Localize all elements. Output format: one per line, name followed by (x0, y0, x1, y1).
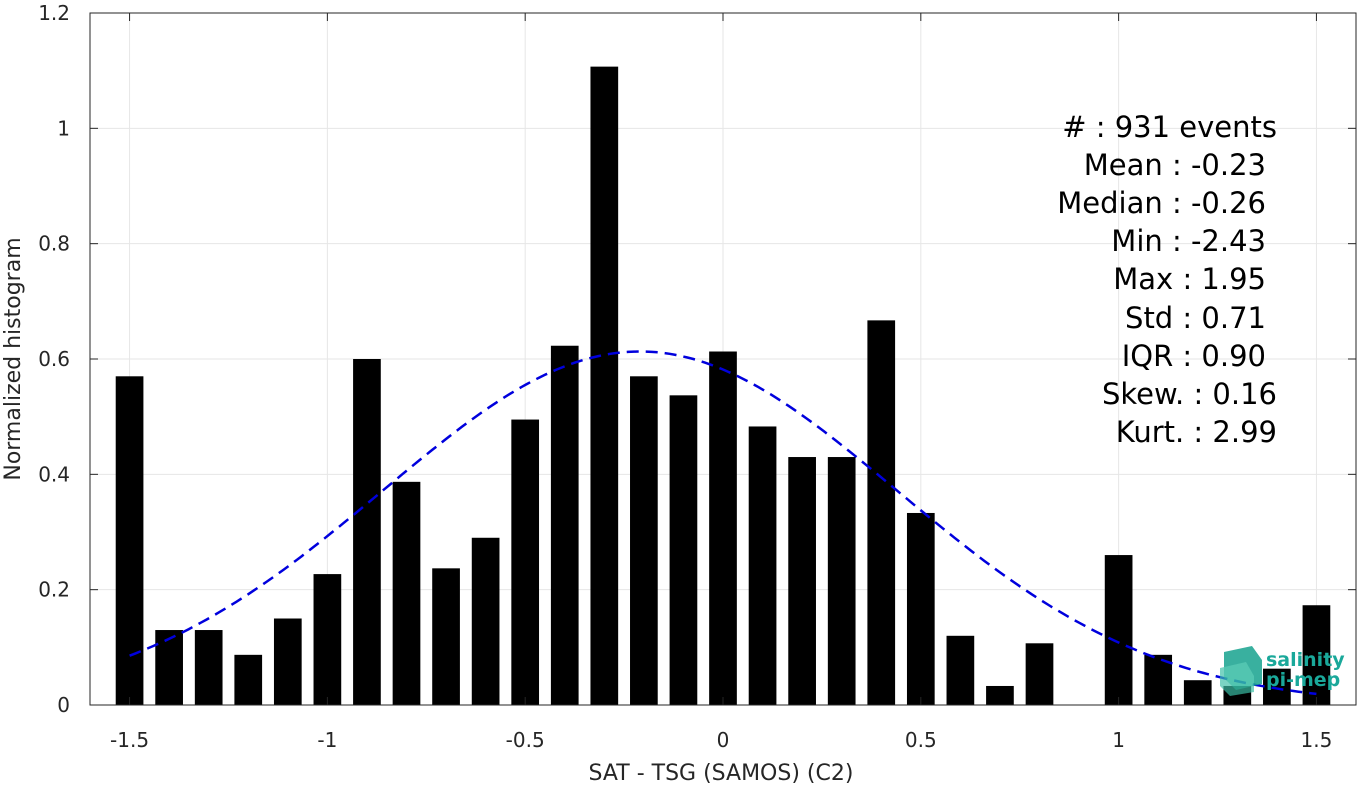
stat-iqr: IQR : 0.90 (1122, 339, 1266, 373)
histogram-bar (353, 359, 381, 705)
y-tick-label: 0.8 (38, 232, 70, 256)
stat-count: # : 931 events (1062, 110, 1277, 144)
logo-icon (1220, 646, 1262, 696)
histogram-bar (709, 351, 737, 705)
y-tick-label: 0.4 (38, 462, 70, 486)
histogram-bar (392, 481, 421, 705)
y-tick-label: 0 (57, 693, 70, 717)
histogram-bar (471, 537, 500, 705)
x-axis-label: SAT - TSG (SAMOS) (C2) (589, 761, 854, 785)
histogram-bar (1025, 643, 1054, 705)
histogram-bar (550, 345, 579, 705)
stat-max: Max : 1.95 (1113, 262, 1266, 296)
x-tick-label: 0 (717, 728, 730, 752)
histogram-bar (669, 395, 698, 705)
stat-skew: Skew. : 0.16 (1102, 377, 1277, 411)
histogram-bar (432, 568, 460, 705)
x-tick-label: -0.5 (506, 728, 545, 752)
histogram-bar (115, 376, 144, 705)
histogram-bar (590, 66, 619, 705)
x-tick-label: 1 (1112, 728, 1125, 752)
histogram-bars (115, 66, 1331, 705)
gaussian-fit-curve (129, 350, 1317, 696)
stat-min: Min : -2.43 (1111, 224, 1266, 258)
histogram-bar (1183, 680, 1212, 705)
histogram-bar (234, 654, 263, 705)
histogram-bar (827, 457, 856, 705)
x-tick-label: 1.5 (1301, 728, 1333, 752)
histogram-bar (1144, 654, 1173, 705)
stat-mean: Mean : -0.23 (1084, 148, 1266, 182)
axis-ticks (90, 12, 1356, 706)
histogram-bar (194, 630, 223, 705)
y-tick-label: 0.2 (38, 578, 70, 602)
x-tick-labels: -1.5 -1 -0.5 0 0.5 1 1.5 (110, 728, 1332, 752)
histogram-bar (748, 426, 777, 705)
y-axis-label: Normalized histogram (1, 237, 26, 480)
histogram-bar (273, 618, 302, 705)
x-tick-label: -1.5 (110, 728, 149, 752)
salinity-pi-mep-logo: salinity pi-mep (1220, 646, 1345, 696)
logo-text-pi-mep: pi-mep (1266, 669, 1340, 691)
histogram-bar (986, 685, 1014, 705)
y-tick-labels: 0 0.2 0.4 0.6 0.8 1 1.2 (38, 1, 70, 717)
histogram-bar (1263, 668, 1291, 705)
histogram-bar (155, 630, 183, 705)
y-tick-label: 0.6 (38, 347, 70, 371)
x-tick-label: -1 (317, 728, 337, 752)
histogram-bar (906, 512, 935, 705)
histogram-bar (1104, 555, 1133, 705)
stat-kurt: Kurt. : 2.99 (1116, 415, 1277, 449)
histogram-bar (630, 376, 658, 705)
histogram-bar (313, 574, 342, 705)
statistics-annotation: # : 931 events Mean : -0.23 Median : -0.… (1057, 110, 1277, 449)
histogram-bar (867, 320, 896, 705)
histogram-bar (1302, 605, 1331, 705)
logo-text-salinity: salinity (1266, 649, 1345, 671)
x-tick-label: 0.5 (905, 728, 937, 752)
stat-median: Median : -0.26 (1057, 186, 1266, 220)
y-tick-label: 1.2 (38, 1, 70, 25)
histogram-bar (511, 419, 540, 705)
histogram-bar (946, 635, 975, 705)
histogram-bar (788, 457, 816, 705)
y-tick-label: 1 (57, 116, 70, 140)
stat-std: Std : 0.71 (1125, 301, 1266, 335)
